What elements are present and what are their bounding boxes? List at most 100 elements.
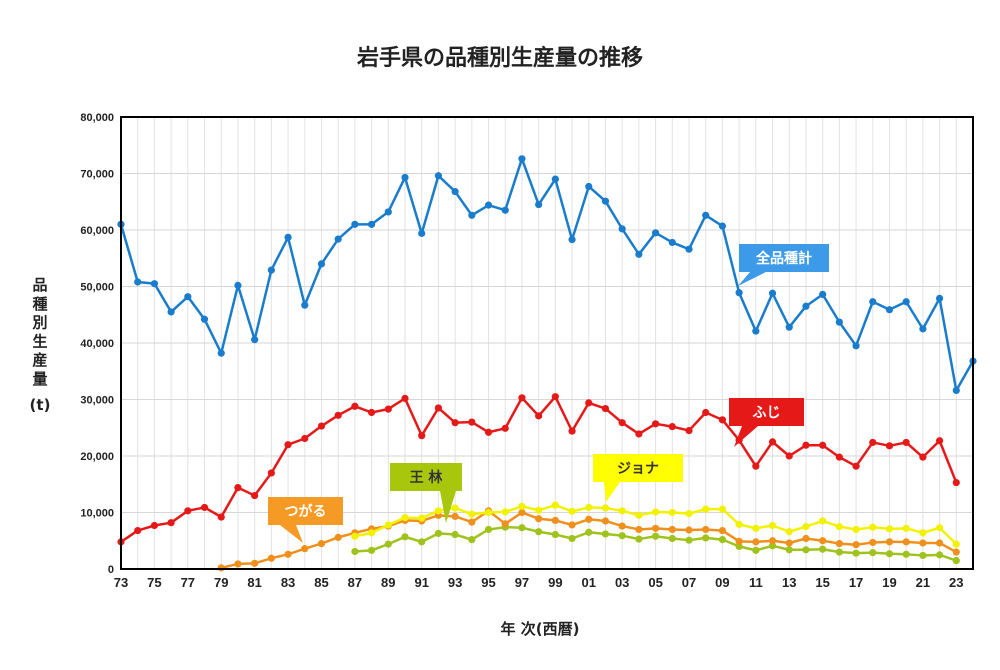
data-point: [752, 546, 760, 554]
data-point: [935, 437, 944, 445]
data-point: [802, 302, 810, 310]
data-point: [752, 524, 760, 532]
data-point: [367, 546, 376, 554]
data-point: [434, 529, 443, 538]
callout-pointer: [280, 525, 303, 543]
data-point: [819, 537, 827, 545]
callout-text: 全品種計: [755, 250, 812, 267]
data-point: [651, 508, 660, 516]
data-point: [935, 524, 944, 532]
data-point: [752, 462, 760, 470]
x-tick-label: 01: [582, 575, 596, 590]
data-point: [501, 424, 509, 432]
data-point: [284, 233, 292, 241]
data-point: [919, 529, 927, 537]
x-axis-label: 年 次(西暦): [501, 620, 580, 638]
data-point: [484, 508, 493, 517]
data-point: [418, 538, 426, 546]
data-point: [835, 453, 843, 461]
callout-box: [268, 497, 343, 525]
data-point: [869, 438, 877, 447]
data-point: [184, 507, 192, 515]
data-point: [284, 550, 292, 558]
data-point: [685, 526, 693, 534]
data-point: [952, 386, 960, 395]
data-point: [451, 530, 459, 539]
data-point: [635, 511, 643, 519]
data-point: [702, 534, 710, 542]
data-point: [835, 318, 843, 326]
data-point: [735, 289, 743, 297]
data-point: [869, 538, 877, 547]
data-point: [768, 438, 777, 446]
callout-label: ふじ: [729, 398, 804, 447]
data-point: [668, 508, 676, 517]
data-point: [601, 504, 610, 512]
data-point: [651, 532, 660, 540]
data-point: [535, 200, 543, 209]
data-point: [885, 550, 894, 558]
y-tick-label: 70,000: [80, 169, 114, 181]
data-point: [585, 182, 593, 191]
plot-frame: [120, 116, 974, 570]
data-point: [952, 548, 960, 556]
data-point: [434, 404, 443, 412]
x-tick-label: 21: [916, 575, 930, 590]
data-point: [902, 524, 910, 532]
data-point: [585, 399, 593, 407]
data-point: [601, 197, 610, 205]
data-point: [568, 521, 576, 529]
data-point: [935, 539, 944, 547]
y-tick-label: 40,000: [80, 338, 114, 350]
x-tick-label: 19: [882, 575, 896, 590]
data-point: [651, 524, 660, 532]
data-point: [902, 550, 910, 558]
callout-box: [729, 398, 804, 426]
data-point: [535, 412, 543, 420]
data-point: [134, 278, 142, 286]
data-point: [635, 250, 643, 258]
data-point: [885, 442, 894, 450]
callout-text: ふじ: [753, 405, 781, 421]
data-point: [484, 525, 493, 534]
callout-label: 全品種計: [738, 244, 829, 286]
data-point: [952, 540, 960, 548]
x-tick-label: 09: [715, 575, 729, 590]
data-point: [785, 452, 793, 460]
y-tick-label: 20,000: [80, 451, 114, 463]
data-point: [451, 187, 459, 196]
data-point: [451, 504, 459, 512]
y-tick-label: 0: [108, 564, 114, 576]
data-point: [952, 478, 960, 487]
data-point: [869, 549, 877, 557]
data-point: [401, 513, 409, 522]
data-point: [819, 545, 827, 553]
data-point: [401, 533, 409, 541]
data-point: [752, 538, 760, 546]
data-point: [668, 525, 676, 534]
data-point: [234, 484, 242, 492]
data-point: [535, 528, 543, 536]
data-point: [785, 546, 793, 554]
data-point: [819, 441, 827, 449]
data-point: [317, 539, 326, 548]
data-point: [301, 545, 309, 553]
data-point: [585, 503, 593, 512]
data-point: [618, 507, 626, 515]
x-axis-ticks: 73 75 77 79 81 83 85 87 89 91 93 95 97 99 01 03 05 07 09 11…: [114, 575, 964, 590]
data-point: [718, 416, 727, 424]
data-point: [468, 510, 476, 518]
data-point: [885, 525, 894, 533]
data-point: [835, 523, 843, 531]
data-point: [635, 535, 643, 543]
data-point: [267, 266, 275, 274]
data-point: [902, 538, 910, 546]
data-point: [685, 510, 693, 518]
x-tick-label: 85: [314, 575, 328, 590]
data-point: [551, 516, 559, 525]
data-point: [267, 469, 275, 477]
data-point: [919, 453, 927, 461]
x-tick-label: 15: [815, 575, 829, 590]
y-axis-label: 品種別生産量: [31, 276, 47, 388]
